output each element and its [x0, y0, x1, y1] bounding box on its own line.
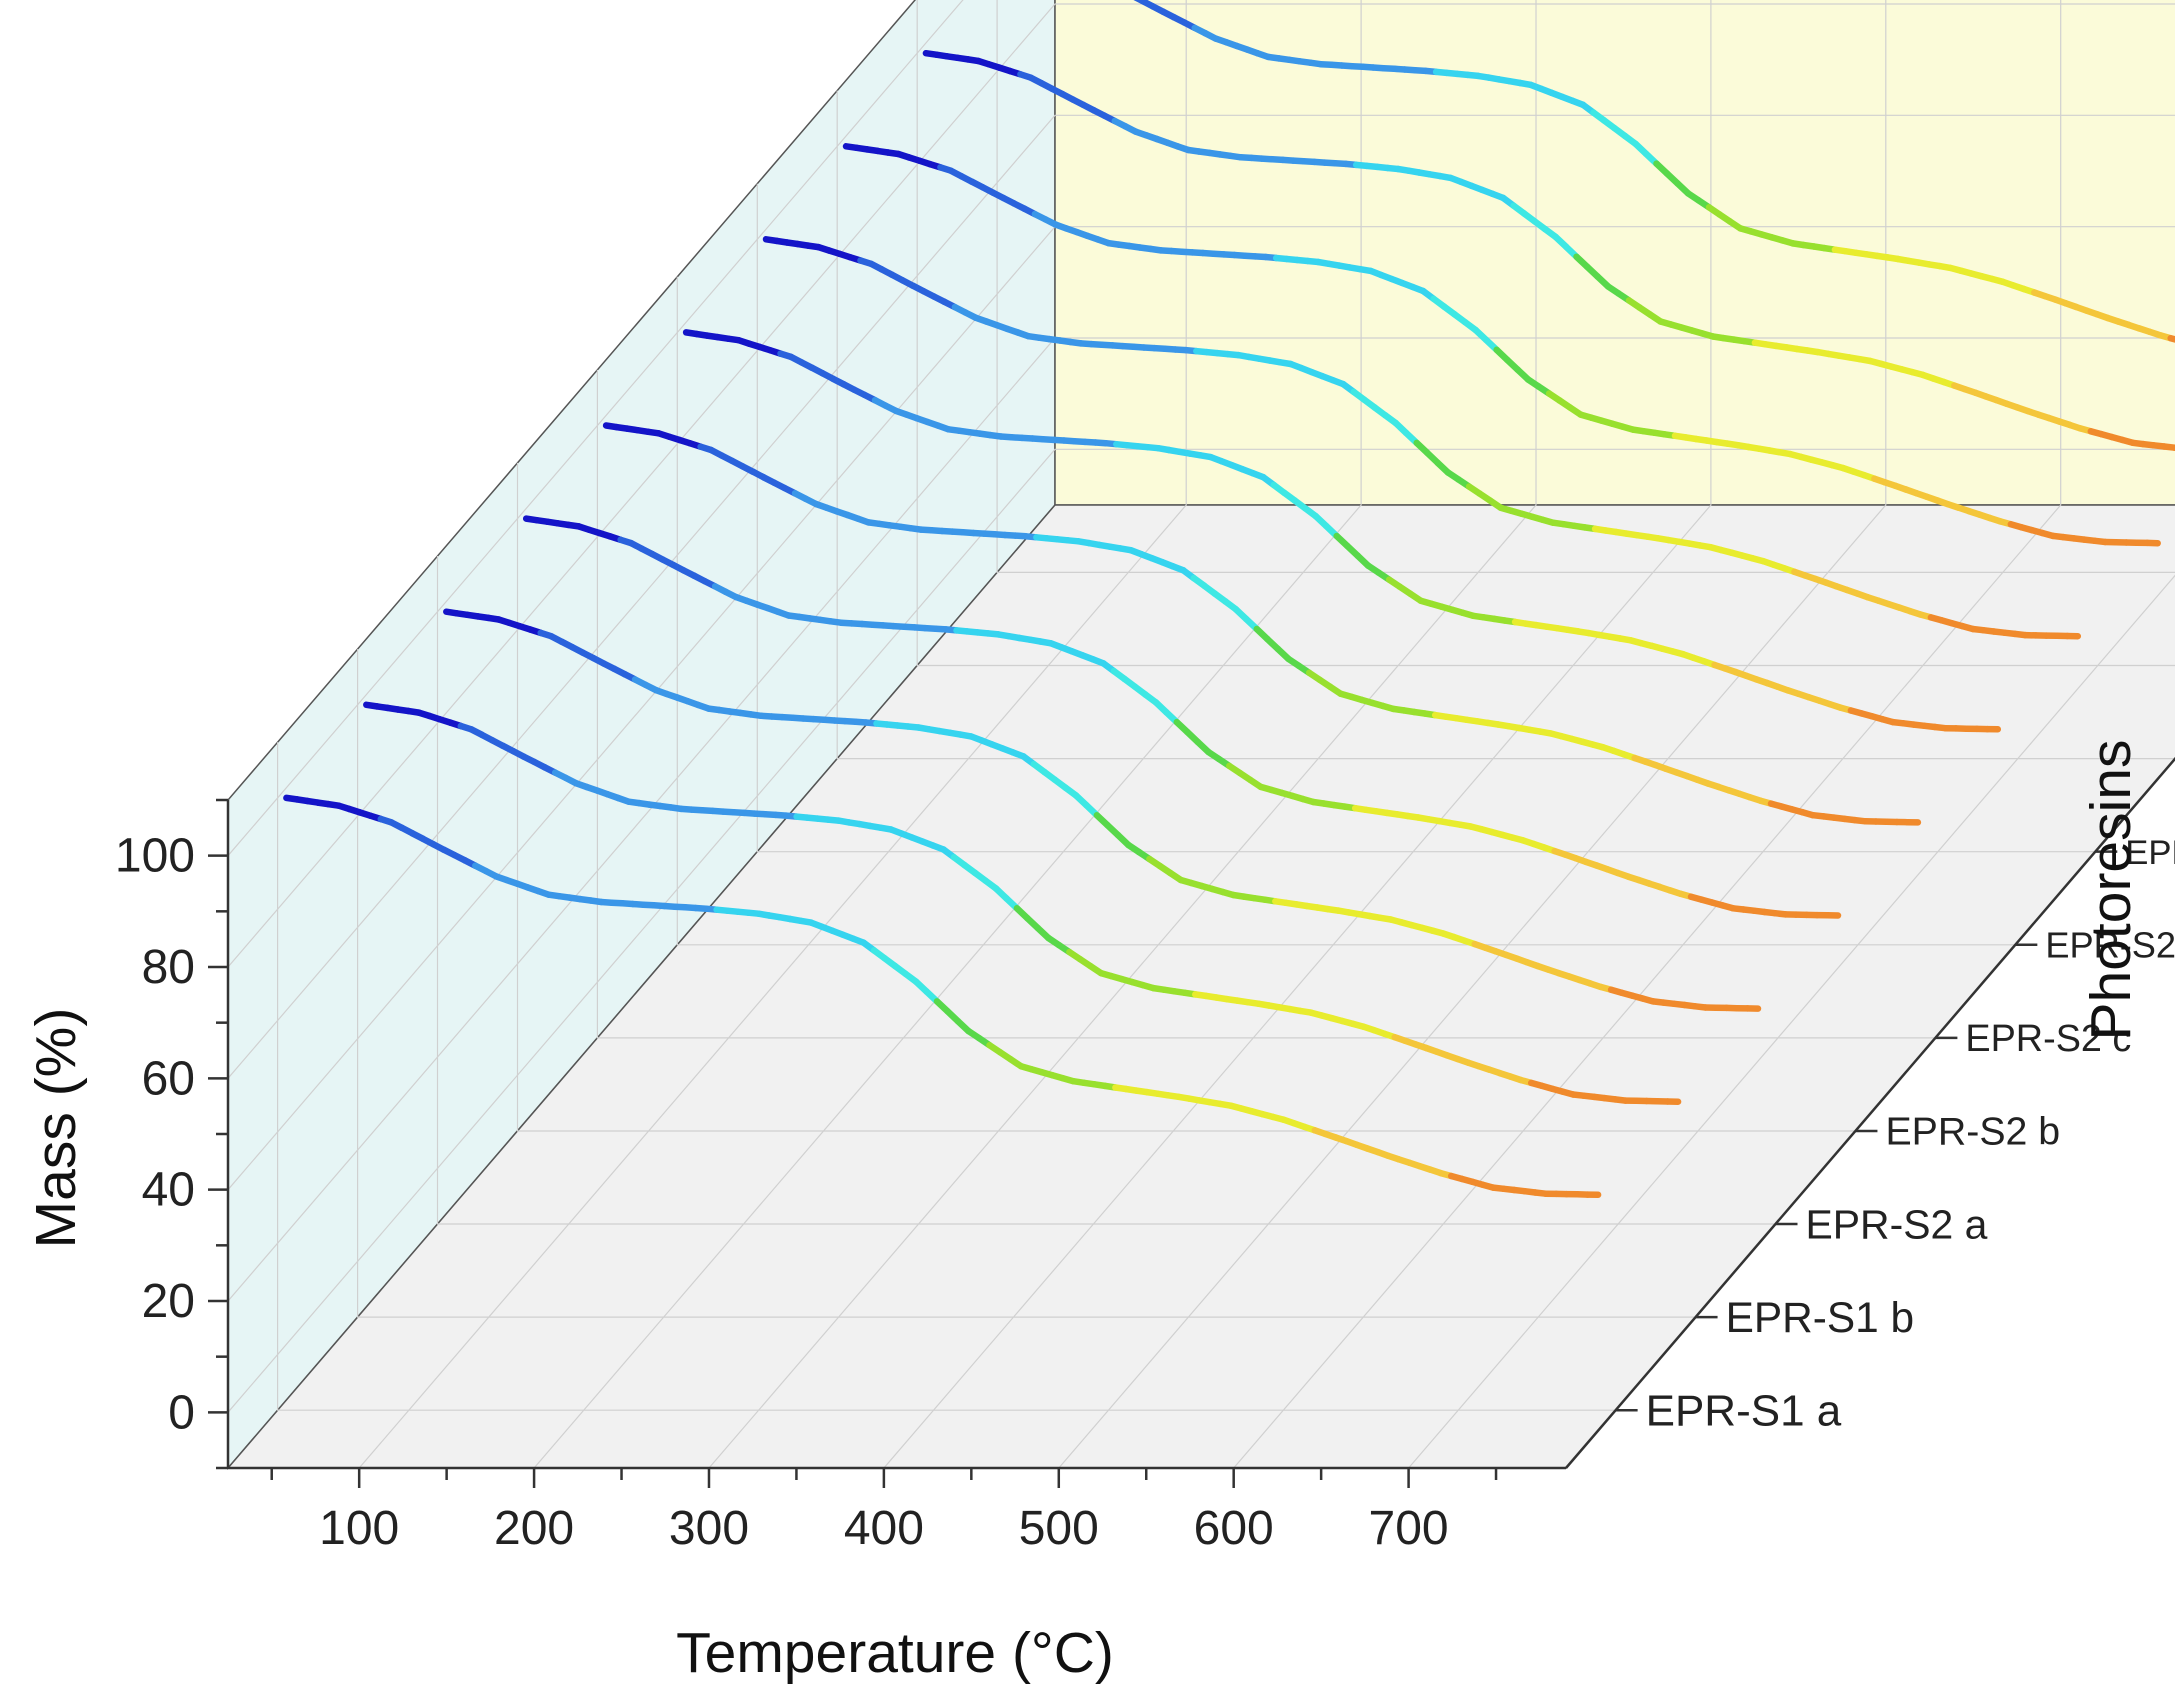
grid-line-y — [227, 3, 2175, 968]
grid-line-z — [277, 742, 1616, 1411]
x-tick-label: 200 — [494, 1502, 574, 1555]
z-tick-label: EPR-S2 a — [1806, 1201, 1988, 1247]
series-line-epr-s2-g — [922, 49, 2175, 452]
grid-line-x — [358, 0, 1187, 1469]
y-axis-title: Mass (%) — [24, 1008, 88, 1249]
grid-line-y — [227, 114, 2175, 1079]
series-line-epr-s1-b — [363, 701, 1682, 1105]
tick-labels: 100 200 300 400 500 600 700 0 20 40 60 80 100 EPR-S1 … — [115, 830, 2175, 1555]
y-tick-label: 60 — [142, 1052, 195, 1105]
grid-line-z — [756, 183, 2096, 853]
y-tick-label: 100 — [115, 830, 195, 883]
grid-line-x — [883, 0, 1712, 1469]
z-tick-label: EPR-S2 c — [1965, 1018, 2131, 1060]
grid-line-y — [227, 448, 2175, 1413]
x-tick-label: 700 — [1369, 1502, 1449, 1555]
x-tick-label: 100 — [319, 1502, 399, 1555]
grid-line-z — [596, 369, 1936, 1039]
x-tick-label: 400 — [844, 1502, 924, 1555]
grid-line-x — [1408, 574, 2175, 1469]
grid-line-x — [533, 0, 1362, 1469]
tick-marks — [208, 798, 2118, 1488]
y-tick-label: 20 — [142, 1275, 195, 1328]
series-line-epr-s1-a — [283, 794, 1602, 1199]
z-axis-title: Photoresins — [2079, 739, 2143, 1040]
grid-line-x — [708, 0, 1537, 1469]
x-tick-label: 300 — [669, 1502, 749, 1555]
grid-line-y — [227, 0, 964, 857]
grid-line-z — [916, 0, 2175, 667]
chart-walls — [226, 0, 2175, 1471]
z-tick-label: EPR-S1 a — [1646, 1387, 1842, 1436]
z-tick-label: EPR-S2 b — [1885, 1110, 2060, 1154]
series-line-epr-s2-d — [682, 329, 2002, 733]
x-tick-label: 600 — [1194, 1502, 1274, 1555]
grid-line-z — [516, 462, 1856, 1132]
grid-line-z — [836, 90, 2175, 760]
y-tick-label: 80 — [142, 941, 195, 994]
series-line-epr-s2-h — [1133, 0, 2175, 343]
x-tick-label: 500 — [1019, 1502, 1099, 1555]
grid-line-x — [1058, 0, 1887, 1469]
grid-line-x — [1233, 0, 2062, 1469]
z-axis-line — [1565, 756, 2175, 1469]
series-line-epr-s2-b — [522, 515, 1842, 919]
series-line-epr-s2-a — [443, 608, 1762, 1012]
y-tick-label: 40 — [142, 1164, 195, 1217]
grid-line-z — [357, 649, 1696, 1318]
z-tick-label: EPR-S2 d — [2045, 924, 2175, 965]
series-line-epr-s2-f — [842, 143, 2161, 547]
grid-line-z — [436, 556, 1776, 1225]
series-lines — [283, 0, 2175, 1199]
grid-line-z — [676, 276, 2016, 946]
z-tick-label: EPR-S1 b — [1726, 1294, 1914, 1341]
series-segment — [2167, 334, 2175, 343]
series-line-epr-s2-c — [602, 422, 1922, 826]
grid-line-z — [996, 0, 2175, 574]
y-tick-label: 0 — [168, 1386, 195, 1439]
z-tick-label: EPR-S2 e — [2125, 834, 2175, 872]
series-line-epr-s2-e — [762, 236, 2082, 640]
x-axis-title: Temperature (°C) — [676, 1621, 1114, 1685]
